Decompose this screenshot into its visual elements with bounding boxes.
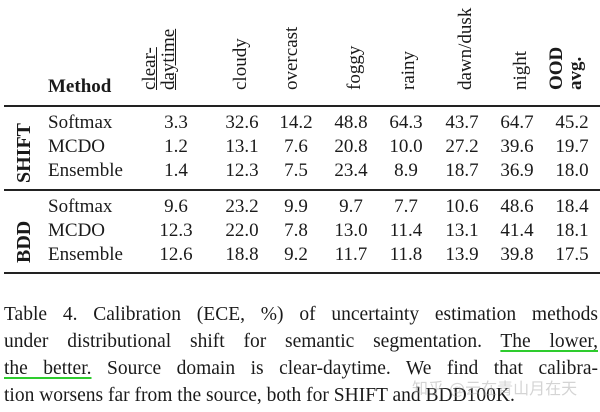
cell: 13.9 (445, 244, 479, 265)
method-name: MCDO (48, 136, 106, 157)
column-header-clear-line1: clear- (139, 47, 160, 90)
method-name: MCDO (48, 220, 106, 241)
caption-line-2: under distributional shift for semantic … (4, 328, 598, 355)
cell: 10.6 (445, 196, 479, 217)
cell: 12.3 (159, 220, 193, 241)
cell: 7.8 (284, 220, 308, 241)
cell: 13.1 (225, 136, 259, 157)
top-rule (4, 105, 600, 107)
cell: 17.5 (555, 244, 589, 265)
highlighted-text: The lower, (500, 331, 598, 352)
cell: 7.5 (284, 160, 308, 181)
column-header-night: night (510, 50, 531, 90)
column-header-cloudy: cloudy (230, 38, 251, 90)
cell: 22.0 (225, 220, 259, 241)
cell: 12.3 (225, 160, 259, 181)
table-caption: Table 4. Calibration (ECE, %) of uncerta… (4, 301, 598, 409)
cell: 19.7 (555, 136, 589, 157)
mid-rule (4, 189, 600, 191)
cell: 18.0 (555, 160, 589, 181)
cell: 10.0 (389, 136, 423, 157)
cell: 7.7 (394, 196, 418, 217)
method-name: Softmax (48, 112, 113, 133)
cell: 32.6 (225, 112, 259, 133)
bottom-rule (4, 272, 600, 274)
column-header-ood-avg: OOD avg. (546, 46, 586, 90)
method-name: Softmax (48, 196, 113, 217)
method-name: Ensemble (48, 160, 123, 181)
cell: 64.7 (500, 112, 534, 133)
cell: 23.2 (225, 196, 259, 217)
cell: 9.2 (284, 244, 308, 265)
caption-line-3: the better. Source domain is clear-dayti… (4, 355, 598, 382)
group-label-bdd: BDD (13, 220, 35, 263)
cell: 9.9 (284, 196, 308, 217)
column-header-rainy: rainy (398, 50, 419, 90)
caption-line-1: Table 4. Calibration (ECE, %) of uncerta… (4, 304, 598, 325)
cell: 41.4 (500, 220, 534, 241)
cell: 13.0 (334, 220, 368, 241)
cell: 23.4 (334, 160, 368, 181)
cell: 27.2 (445, 136, 479, 157)
cell: 12.6 (159, 244, 193, 265)
cell: 48.8 (334, 112, 368, 133)
column-header-ood-line2: avg. (565, 56, 586, 90)
cell: 9.7 (339, 196, 363, 217)
cell: 14.2 (279, 112, 313, 133)
cell: 1.2 (164, 136, 188, 157)
cell: 18.8 (225, 244, 259, 265)
cell: 18.7 (445, 160, 479, 181)
cell: 43.7 (445, 112, 479, 133)
cell: 18.1 (555, 220, 589, 241)
caption-text: Source domain is clear-daytime. We find … (91, 358, 598, 379)
column-header-ood-line1: OOD (546, 46, 567, 90)
cell: 45.2 (555, 112, 589, 133)
cell: 11.8 (389, 244, 423, 265)
cell: 9.6 (164, 196, 188, 217)
method-name: Ensemble (48, 244, 123, 265)
group-label-shift: SHIFT (13, 122, 35, 183)
column-header-clear-daytime: clear- daytime (139, 28, 179, 90)
cell: 39.6 (500, 136, 534, 157)
caption-text: under distributional shift for semantic … (4, 331, 501, 352)
cell: 48.6 (500, 196, 534, 217)
column-header-foggy: foggy (344, 45, 365, 90)
column-header-dawn-dusk: dawn/dusk (455, 7, 476, 90)
cell: 7.6 (284, 136, 308, 157)
cell: 18.4 (555, 196, 589, 217)
highlighted-text: the better. (4, 358, 92, 379)
column-header-overcast: overcast (281, 26, 302, 90)
cell: 20.8 (334, 136, 368, 157)
cell: 11.4 (389, 220, 423, 241)
cell: 39.8 (500, 244, 534, 265)
watermark: 知乎 @云在青山月在天 (412, 379, 578, 398)
column-header-clear-line2: daytime (158, 28, 179, 90)
cell: 11.7 (334, 244, 368, 265)
method-column-header: Method (48, 76, 112, 97)
cell: 1.4 (164, 160, 188, 181)
cell: 3.3 (164, 112, 188, 133)
caption-line-4: tion worsens far from the source, both f… (4, 385, 515, 406)
cell: 64.3 (389, 112, 423, 133)
cell: 36.9 (500, 160, 534, 181)
cell: 13.1 (445, 220, 479, 241)
cell: 8.9 (394, 160, 418, 181)
